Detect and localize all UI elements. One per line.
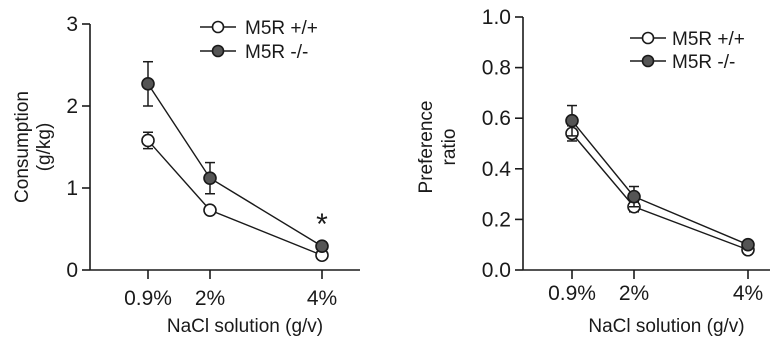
filled-circle-marker	[141, 77, 155, 91]
series-knockout	[141, 60, 329, 254]
legend-entry: M5R +/+	[200, 18, 318, 39]
filled-circle-marker	[741, 237, 755, 252]
x-tick-label: 2%	[195, 287, 225, 310]
y-tick-label: 0.6	[482, 107, 511, 130]
legend-filled-circle-marker	[641, 54, 655, 68]
series-line	[571, 132, 749, 251]
series-knockout	[565, 104, 755, 252]
legend-open-circle-marker	[641, 31, 655, 45]
series-wildtype	[565, 125, 755, 257]
open-circle-marker	[141, 133, 155, 148]
x-axis-title: NaCl solution (g/v)	[167, 316, 323, 337]
y-tick-label: 1	[66, 177, 78, 200]
x-axis-title: NaCl solution (g/v)	[588, 316, 744, 337]
filled-circle-marker	[565, 113, 579, 128]
legend-entry: M5R -/-	[200, 42, 308, 63]
significance-asterisk: *	[316, 208, 328, 241]
legend-label: M5R +/+	[245, 18, 318, 39]
x-tick-label: 0.9%	[124, 287, 172, 310]
y-tick-label: 3	[66, 13, 78, 36]
legend-entry: M5R -/-	[630, 52, 735, 73]
x-tick-label: 4%	[307, 287, 337, 310]
y-tick-label: 0.0	[482, 259, 511, 282]
series-line	[147, 139, 323, 256]
y-axis-title: Consumption	[12, 91, 33, 203]
legend-entry: M5R +/+	[630, 29, 745, 50]
filled-circle-marker	[203, 171, 217, 185]
filled-circle-marker	[315, 239, 329, 254]
y-tick-label: 0.2	[482, 208, 511, 231]
x-tick-label: 0.9%	[548, 282, 596, 305]
x-tick-label: 2%	[619, 282, 649, 305]
filled-circle-marker	[627, 189, 641, 204]
series-line	[571, 120, 749, 246]
open-circle-marker	[203, 203, 217, 217]
y-axis-title: Preference	[416, 101, 437, 194]
legend-label: M5R -/-	[672, 52, 735, 73]
legend-label: M5R +/+	[672, 29, 745, 50]
y-tick-label: 2	[66, 95, 78, 118]
legend-filled-circle-marker	[211, 44, 225, 58]
y-tick-label: 0.8	[482, 57, 511, 80]
consumption-chart: 0 1 2 3 0.9% 2% 4% NaCl solution (g/v) Consumpti…	[12, 13, 360, 337]
legend-label: M5R -/-	[245, 42, 308, 63]
y-tick-label: 0	[66, 259, 78, 282]
y-axis-title: ratio	[439, 129, 460, 166]
series-line	[147, 83, 323, 247]
y-tick-label: 0.4	[482, 158, 512, 181]
preference-ratio-chart: 0.0 0.2 0.4 0.6 0.8 1.0 0.9% 2% 4% NaCl solution …	[416, 6, 770, 337]
legend-open-circle-marker	[211, 20, 225, 34]
y-axis-title: (g/kg)	[34, 123, 55, 172]
y-tick-label: 1.0	[482, 6, 511, 29]
x-tick-label: 4%	[733, 282, 763, 305]
series-wildtype	[141, 131, 329, 263]
